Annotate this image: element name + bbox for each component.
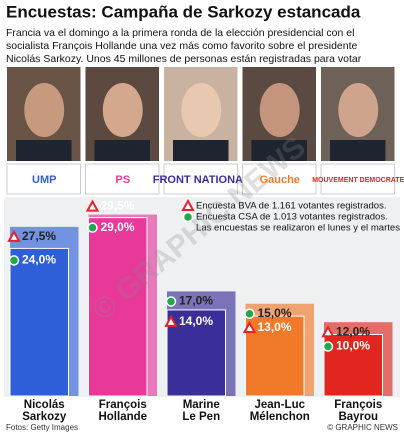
photo-suit [94, 140, 150, 161]
value-label: 24,0% [22, 253, 56, 267]
triangle-marker [85, 199, 100, 212]
triangle-marker [164, 314, 178, 327]
value-label: 12,0% [336, 324, 370, 338]
note: Las encuestas se realizaron el lunes y e… [196, 223, 400, 234]
bar [324, 334, 383, 396]
bar-border [88, 217, 148, 397]
value-label: 27,5% [22, 229, 56, 243]
triangle-marker [242, 320, 257, 334]
bar-border [245, 315, 305, 397]
bar [10, 248, 69, 396]
x-tick-label: Hollande [98, 411, 147, 423]
circle-marker [87, 222, 98, 233]
legend-label: Encuesta BVA de 1.161 votantes registrad… [196, 201, 386, 212]
triangle-marker [321, 325, 335, 338]
value-label: 17,0% [179, 294, 213, 308]
bar [167, 309, 226, 396]
bar [88, 217, 147, 396]
photo-face [24, 83, 65, 137]
party-logo-box [85, 163, 160, 195]
photo-suit [251, 140, 307, 161]
subtitle: Nicolás Sarkozy. Unos 45 millones de per… [6, 53, 362, 65]
photo-suit [173, 140, 229, 161]
bar-border [166, 309, 226, 397]
circle-marker [244, 308, 255, 319]
x-tick-label: François [99, 399, 147, 411]
bar-border [323, 334, 383, 397]
photo-suit [330, 140, 386, 161]
value-label: 29,5% [101, 199, 135, 213]
party-logo: Gauche [260, 174, 300, 186]
value-label: 14,0% [179, 314, 213, 328]
triangle-marker [181, 198, 195, 211]
circle-marker [165, 296, 177, 307]
photo-face [181, 83, 222, 137]
credit: © GRAPHIC NEWS [327, 423, 398, 432]
circle-marker [8, 255, 20, 266]
photo-suit [16, 140, 72, 161]
party-logo: PS [115, 174, 130, 186]
party-logo-box [320, 163, 395, 195]
circle-marker [322, 341, 334, 352]
photo-face [259, 83, 300, 137]
x-tick-label: Nicolás [24, 399, 65, 411]
subtitle: Francia va el domingo a la primera ronda… [6, 27, 354, 39]
x-tick-label: Jean-Luc [255, 399, 306, 411]
x-tick-label: Bayrou [338, 411, 378, 423]
party-logo: FRONT NATIONAL [153, 174, 250, 186]
value-label: 10,0% [336, 339, 370, 353]
party-logo-box [163, 163, 238, 195]
x-tick-label: François [334, 399, 382, 411]
bar-border [9, 247, 69, 397]
source: Fotos: Getty Images [6, 423, 78, 432]
x-tick-label: Marine [183, 399, 220, 411]
photo-face [102, 83, 143, 137]
x-tick-label: Sarkozy [22, 411, 67, 423]
circle-marker [182, 211, 194, 223]
value-label: 29,0% [101, 220, 135, 234]
chart-title: Encuestas: Campaña de Sarkozy estancada [6, 2, 361, 21]
photo-face [338, 83, 379, 137]
value-label: 13,0% [258, 320, 292, 334]
party-logo-box [242, 163, 317, 195]
party-logo-box [6, 163, 81, 195]
x-tick-label: Mélenchon [250, 411, 310, 423]
value-label: 15,0% [258, 306, 292, 320]
triangle-marker [7, 229, 21, 242]
subtitle: socialista François Hollande una vez más… [6, 40, 358, 52]
party-logo: UMP [32, 174, 56, 186]
party-logo: MOUVEMENT DEMOCRATE [312, 177, 404, 184]
legend-label: Encuesta CSA de 1.013 votantes registrad… [196, 212, 388, 223]
bar [245, 316, 304, 396]
x-tick-label: Le Pen [182, 411, 220, 423]
